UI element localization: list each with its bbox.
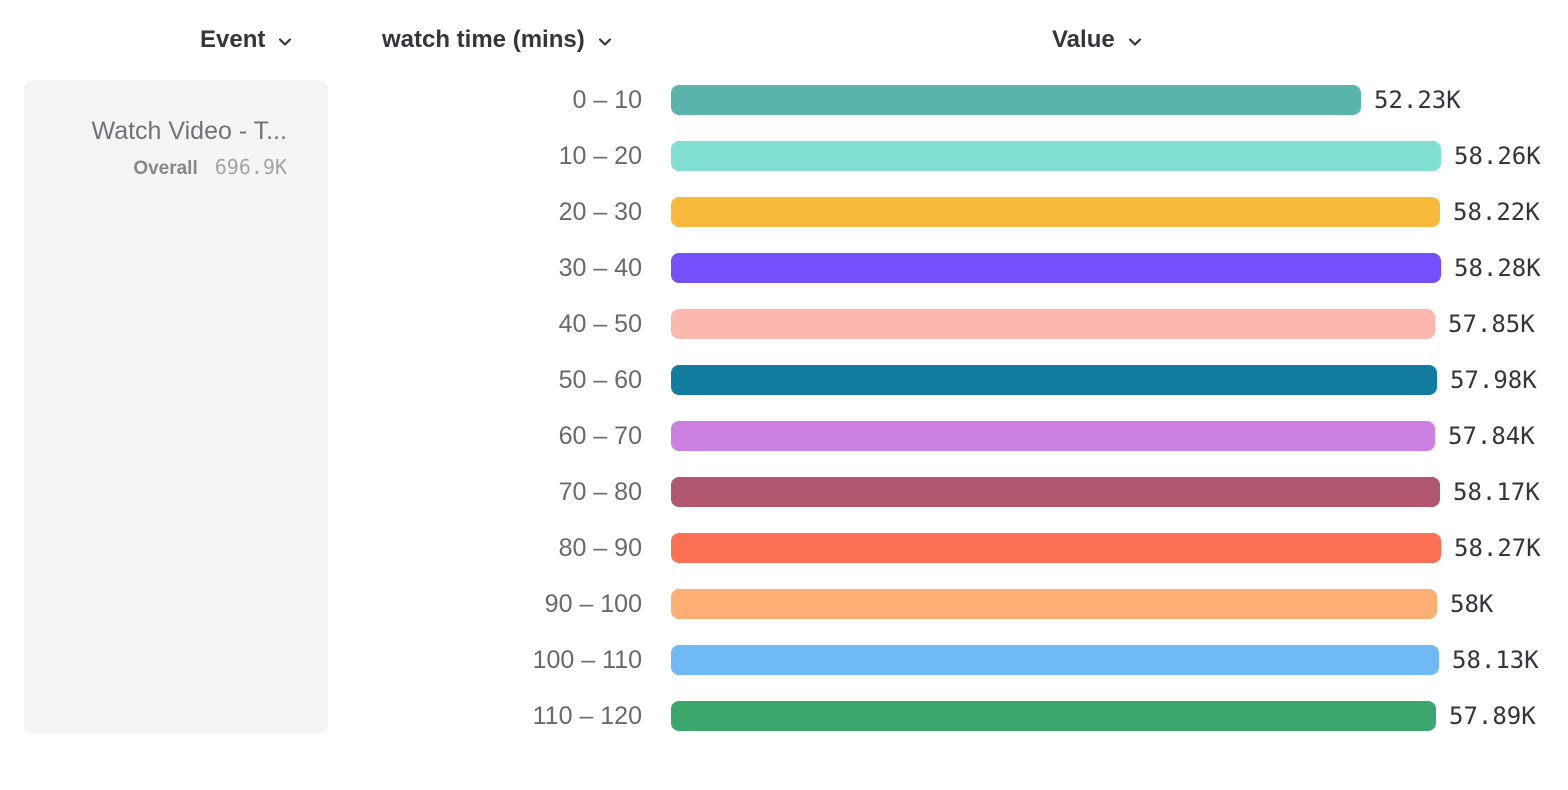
bar[interactable]: [671, 365, 1437, 395]
overall-value: 696.9K: [214, 155, 287, 179]
bar-value: 58.22K: [1453, 198, 1540, 226]
bar[interactable]: [671, 701, 1436, 731]
bucket-label: 10 – 20: [558, 141, 642, 170]
breakdown-column-header[interactable]: watch time (mins): [382, 26, 613, 54]
bucket-label: 110 – 120: [532, 701, 642, 730]
bucket-label: 100 – 110: [532, 645, 642, 674]
bar[interactable]: [671, 141, 1441, 171]
event-card-content: Watch Video - T... Overall 696.9K: [44, 116, 287, 180]
chart-row: 10 – 20 58.26K: [0, 128, 1568, 184]
event-overall-row: Overall 696.9K: [44, 155, 287, 180]
overall-label: Overall: [133, 158, 198, 179]
bucket-label: 30 – 40: [558, 253, 642, 282]
chart-row: 30 – 40 58.28K: [0, 240, 1568, 296]
bucket-label: 90 – 100: [544, 589, 642, 618]
event-column-label: Event: [200, 26, 266, 53]
bar[interactable]: [671, 197, 1440, 227]
bar-value: 57.98K: [1450, 366, 1537, 394]
bar-value: 58.17K: [1453, 478, 1540, 506]
bar-value: 58.27K: [1454, 534, 1541, 562]
bar[interactable]: [671, 589, 1437, 619]
event-card[interactable]: Watch Video - T... Overall 696.9K: [24, 80, 328, 734]
bar-value: 57.89K: [1449, 702, 1536, 730]
bucket-label: 80 – 90: [558, 533, 642, 562]
bar[interactable]: [671, 309, 1435, 339]
chart-row: 50 – 60 57.98K: [0, 352, 1568, 408]
chevron-down-icon: [597, 34, 613, 50]
event-column-header[interactable]: Event: [200, 26, 293, 54]
bar-value: 58.26K: [1454, 142, 1541, 170]
bar-value: 58.28K: [1454, 254, 1541, 282]
bucket-label: 40 – 50: [558, 309, 642, 338]
bar[interactable]: [671, 533, 1441, 563]
chevron-down-icon: [277, 34, 293, 50]
chart-row: 80 – 90 58.27K: [0, 520, 1568, 576]
bar-chart: 0 – 10 52.23K 10 – 20 58.26K 20 – 30 58.…: [0, 72, 1568, 744]
value-column-label: Value: [1052, 26, 1115, 53]
bar[interactable]: [671, 421, 1435, 451]
bar[interactable]: [671, 645, 1439, 675]
chart-row: 90 – 100 58K: [0, 576, 1568, 632]
bucket-label: 0 – 10: [572, 85, 642, 114]
bucket-label: 50 – 60: [558, 365, 642, 394]
bar-value: 57.84K: [1448, 422, 1535, 450]
bar-value: 52.23K: [1374, 86, 1461, 114]
value-column-header[interactable]: Value: [1052, 26, 1143, 54]
bar[interactable]: [671, 477, 1440, 507]
chart-row: 110 – 120 57.89K: [0, 688, 1568, 744]
bucket-label: 70 – 80: [558, 477, 642, 506]
bucket-label: 20 – 30: [558, 197, 642, 226]
breakdown-column-label: watch time (mins): [382, 26, 585, 53]
bucket-label: 60 – 70: [558, 421, 642, 450]
bar[interactable]: [671, 253, 1441, 283]
chart-row: 100 – 110 58.13K: [0, 632, 1568, 688]
bar-value: 58.13K: [1452, 646, 1539, 674]
bar-value: 57.85K: [1448, 310, 1535, 338]
chart-row: 20 – 30 58.22K: [0, 184, 1568, 240]
chevron-down-icon: [1127, 34, 1143, 50]
chart-row: 0 – 10 52.23K: [0, 72, 1568, 128]
event-name: Watch Video - T...: [91, 117, 287, 145]
chart-row: 70 – 80 58.17K: [0, 464, 1568, 520]
bar[interactable]: [671, 85, 1361, 115]
chart-row: 60 – 70 57.84K: [0, 408, 1568, 464]
chart-row: 40 – 50 57.85K: [0, 296, 1568, 352]
bar-value: 58K: [1450, 590, 1494, 618]
